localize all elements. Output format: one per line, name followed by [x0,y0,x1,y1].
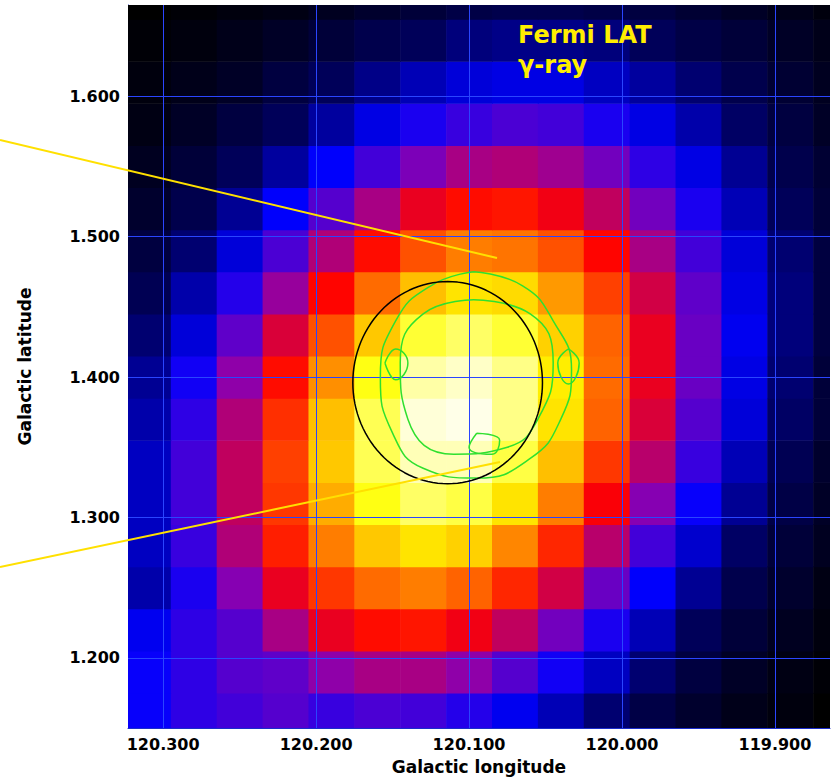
svg-text:1.400: 1.400 [69,368,120,387]
svg-text:120.000: 120.000 [586,735,659,754]
svg-text:120.200: 120.200 [280,735,353,754]
svg-text:120.300: 120.300 [127,735,200,754]
svg-text:Galactic longitude: Galactic longitude [392,757,566,777]
svg-text:1.200: 1.200 [69,648,120,667]
svg-text:Fermi LAT: Fermi LAT [518,21,652,49]
svg-text:120.100: 120.100 [433,735,506,754]
svg-text:119.900: 119.900 [739,735,812,754]
svg-text:1.500: 1.500 [69,227,120,246]
svg-text:Galactic latitude: Galactic latitude [15,288,35,446]
svg-text:γ-ray: γ-ray [518,51,588,79]
svg-text:1.300: 1.300 [69,508,120,527]
svg-text:1.600: 1.600 [69,87,120,106]
